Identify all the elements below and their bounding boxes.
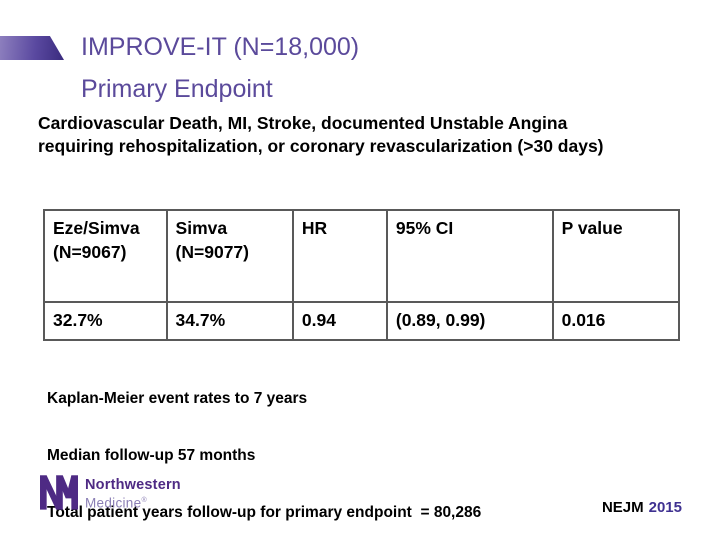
- col-header-eze-simva: Eze/Simva (N=9067): [43, 209, 168, 303]
- citation: NEJM 2015: [602, 499, 682, 516]
- title-line-study: IMPROVE-IT (N=18,000): [81, 33, 360, 61]
- footnote-km-rates: Kaplan-Meier event rates to 7 years: [47, 390, 308, 407]
- banner-chevron-decoration: [0, 36, 64, 60]
- cell-hr-value: 0.94: [291, 301, 388, 341]
- cell-ci-value: (0.89, 0.99): [385, 301, 554, 341]
- logo-wordmark: Northwestern Medicine®: [85, 475, 181, 511]
- results-table-data-row: 32.7% 34.7% 0.94 (0.89, 0.99) 0.016: [43, 301, 681, 341]
- col-header-ci: 95% CI: [385, 209, 554, 303]
- registered-trademark-icon: ®: [141, 497, 147, 504]
- col-header-simva: Simva (N=9077): [165, 209, 294, 303]
- logo-division: Medicine®: [85, 493, 181, 511]
- cell-simva-rate: 34.7%: [165, 301, 294, 341]
- nm-monogram-icon: [40, 475, 78, 510]
- logo-division-text: Medicine: [85, 495, 142, 511]
- results-table: Eze/Simva (N=9067) Simva (N=9077) HR 95%…: [43, 209, 681, 341]
- endpoint-definition-line-1: Cardiovascular Death, MI, Stroke, docume…: [38, 113, 568, 133]
- results-table-header-row: Eze/Simva (N=9067) Simva (N=9077) HR 95%…: [43, 209, 681, 303]
- footnote-patient-years: Total patient years follow-up for primar…: [47, 504, 482, 521]
- col-header-hr: HR: [291, 209, 388, 303]
- footnote-median-followup: Median follow-up 57 months: [47, 447, 256, 464]
- logo-name: Northwestern: [85, 477, 181, 493]
- col-header-pvalue: P value: [551, 209, 681, 303]
- slide-title: IMPROVE-IT (N=18,000) Primary Endpoint: [81, 26, 359, 110]
- cell-eze-simva-rate: 32.7%: [43, 301, 168, 341]
- citation-journal: NEJM: [601, 499, 644, 516]
- endpoint-definition: Cardiovascular Death, MI, Stroke, docume…: [38, 112, 604, 158]
- footnotes: Kaplan-Meier event rates to 7 years Medi…: [47, 351, 481, 540]
- title-line-endpoint: Primary Endpoint: [81, 75, 273, 103]
- northwestern-medicine-logo: Northwestern Medicine®: [40, 475, 181, 511]
- endpoint-definition-line-2: requiring rehospitalization, or coronary…: [38, 136, 604, 156]
- cell-p-value: 0.016: [551, 301, 681, 341]
- citation-year: 2015: [648, 499, 682, 516]
